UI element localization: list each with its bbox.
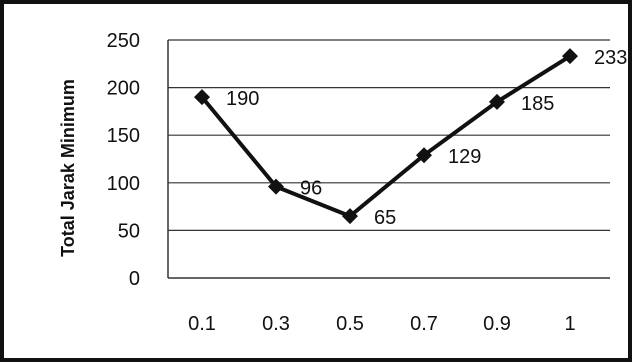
x-tick-label: 0.9 <box>483 313 511 335</box>
data-point-marker <box>342 208 358 225</box>
data-label: 185 <box>521 93 554 115</box>
data-label: 190 <box>226 88 259 110</box>
data-point-marker <box>562 48 578 65</box>
y-tick-label: 200 <box>107 78 140 100</box>
data-point-marker <box>489 93 505 110</box>
labels: 0 50 100 150 200 250 0.1 0.3 0.5 0.7 0.9 1 190 96 65 12… <box>107 30 628 335</box>
series-line <box>200 54 572 219</box>
y-axis-title: Total Jarak Minimum <box>58 79 78 257</box>
x-tick-label: 0.3 <box>262 313 290 335</box>
series-polyline <box>200 54 572 219</box>
x-tick-label: 0.1 <box>188 313 216 335</box>
data-label: 96 <box>300 178 322 200</box>
y-tick-label: 50 <box>118 220 140 242</box>
axes <box>167 40 610 279</box>
data-point-marker <box>268 178 284 195</box>
y-tick-label: 100 <box>107 173 140 195</box>
data-point-marker <box>194 89 210 106</box>
data-label: 129 <box>448 146 481 168</box>
y-tick-label: 250 <box>107 30 140 52</box>
x-tick-label: 0.7 <box>410 313 438 335</box>
data-point-marker <box>416 147 432 164</box>
data-label: 65 <box>374 207 396 229</box>
series-markers <box>194 48 578 225</box>
data-label: 233 <box>594 47 627 69</box>
x-tick-label: 1 <box>564 313 575 335</box>
y-tick-label: 0 <box>129 268 140 290</box>
x-tick-label: 0.5 <box>336 313 364 335</box>
y-tick-label: 150 <box>107 125 140 147</box>
